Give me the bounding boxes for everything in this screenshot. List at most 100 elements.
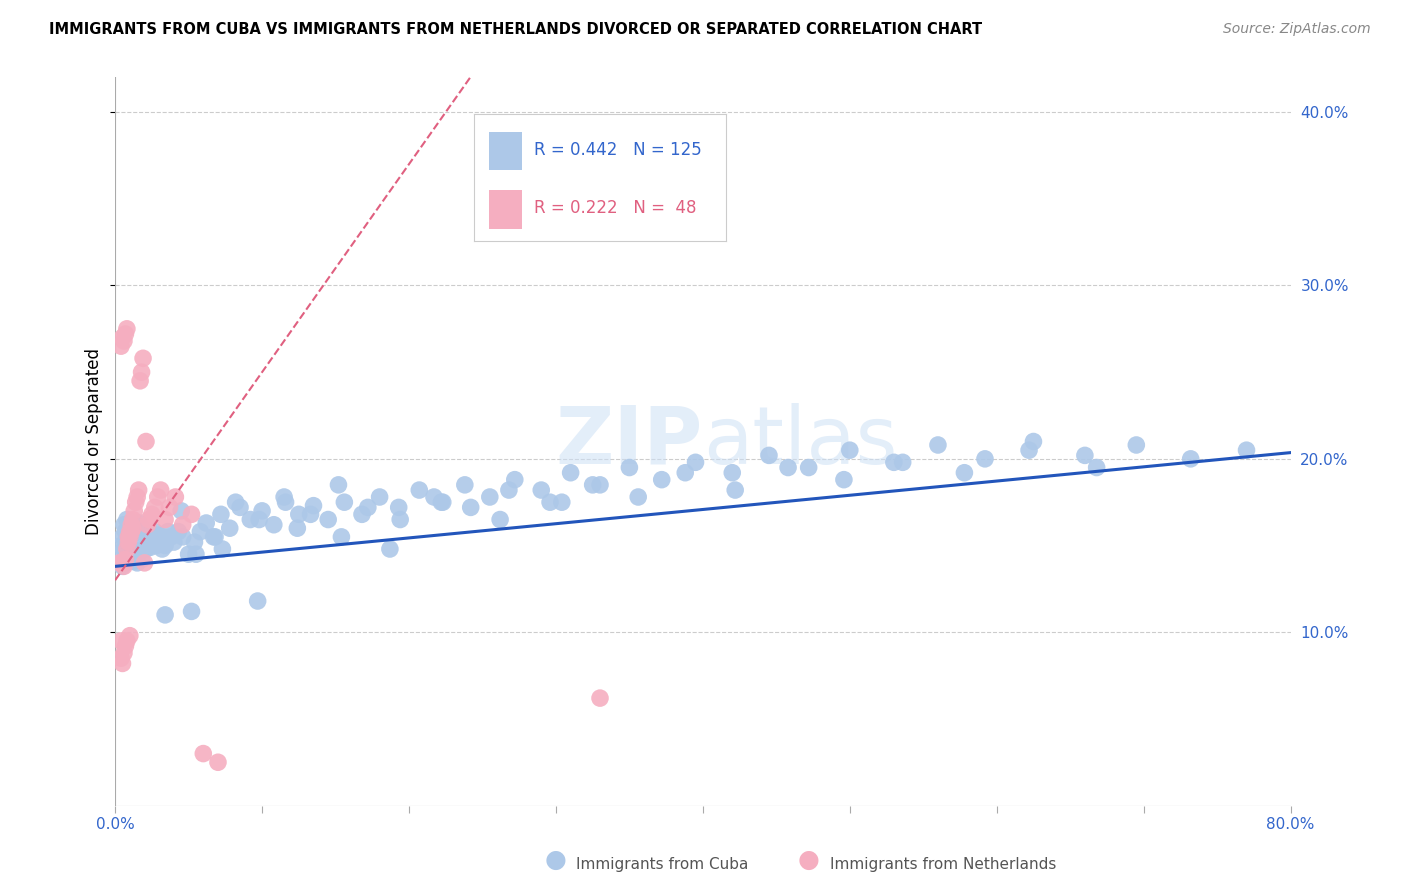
Point [108, 550, 131, 565]
Point [974, 451, 997, 466]
Point [115, 322, 138, 336]
Point [204, 530, 226, 544]
Point [758, 449, 780, 463]
Point [797, 460, 820, 475]
Point [357, 500, 380, 515]
Point [432, 495, 454, 509]
Point [330, 530, 353, 544]
Point [225, 495, 247, 509]
Point [239, 512, 262, 526]
Point [378, 541, 401, 556]
Point [1125, 438, 1147, 452]
Point [163, 535, 186, 549]
Point [114, 556, 136, 570]
Point [110, 339, 132, 353]
Point [118, 524, 141, 539]
Point [132, 351, 155, 366]
Point [288, 508, 311, 522]
Point [832, 473, 855, 487]
Point [627, 490, 650, 504]
Point [120, 524, 142, 539]
Point [141, 530, 163, 544]
Point [180, 604, 202, 618]
Point [209, 508, 232, 522]
Point [211, 541, 233, 556]
Point [530, 483, 553, 497]
Point [128, 547, 150, 561]
Point [170, 504, 193, 518]
Point [778, 460, 800, 475]
Y-axis label: Divorced or Separated: Divorced or Separated [86, 348, 103, 535]
Point [1018, 443, 1040, 458]
Point [389, 512, 412, 526]
Point [136, 528, 159, 542]
Point [1074, 449, 1097, 463]
Point [110, 539, 132, 553]
Point [188, 524, 211, 539]
Point [118, 530, 141, 544]
Point [142, 535, 165, 549]
Point [121, 545, 143, 559]
Point [118, 516, 141, 530]
Point [120, 549, 142, 563]
Point [838, 443, 860, 458]
Point [177, 547, 200, 561]
Point [165, 490, 187, 504]
Point [121, 523, 143, 537]
Text: atlas: atlas [703, 402, 897, 481]
Point [478, 490, 501, 504]
Point [388, 500, 411, 515]
Point [160, 530, 183, 544]
Text: ZIP: ZIP [555, 402, 703, 481]
Point [128, 483, 150, 497]
Point [132, 541, 155, 556]
Point [127, 556, 149, 570]
Point [207, 756, 229, 770]
Point [589, 478, 612, 492]
Point [111, 330, 134, 344]
Point [115, 547, 138, 561]
Point [195, 516, 218, 530]
Point [127, 490, 149, 504]
Point [299, 508, 322, 522]
Point [134, 535, 156, 549]
Point [117, 521, 139, 535]
Point [153, 512, 176, 526]
Text: Immigrants from Cuba: Immigrants from Cuba [576, 857, 749, 872]
Text: Source: ZipAtlas.com: Source: ZipAtlas.com [1223, 22, 1371, 37]
Point [141, 508, 163, 522]
Point [1236, 443, 1258, 458]
Point [117, 530, 139, 544]
Point [1180, 451, 1202, 466]
Point [129, 543, 152, 558]
Point [218, 521, 240, 535]
Point [582, 478, 605, 492]
Point [651, 473, 673, 487]
Point [128, 516, 150, 530]
Point [498, 483, 520, 497]
Point [125, 495, 148, 509]
Point [302, 499, 325, 513]
Point [1022, 434, 1045, 449]
Point [368, 490, 391, 504]
Point [112, 646, 135, 660]
Point [167, 524, 190, 539]
Point [246, 594, 269, 608]
Point [131, 552, 153, 566]
Point [125, 550, 148, 565]
Point [229, 500, 252, 515]
Point [135, 541, 157, 556]
Point [927, 438, 949, 452]
Point [122, 554, 145, 568]
Point [430, 495, 453, 509]
Point [180, 508, 202, 522]
Point [121, 521, 143, 535]
Point [112, 559, 135, 574]
Point [120, 517, 142, 532]
Point [120, 519, 142, 533]
Point [143, 500, 166, 515]
Point [114, 524, 136, 539]
Point [111, 530, 134, 544]
Point [891, 455, 914, 469]
Point [131, 365, 153, 379]
